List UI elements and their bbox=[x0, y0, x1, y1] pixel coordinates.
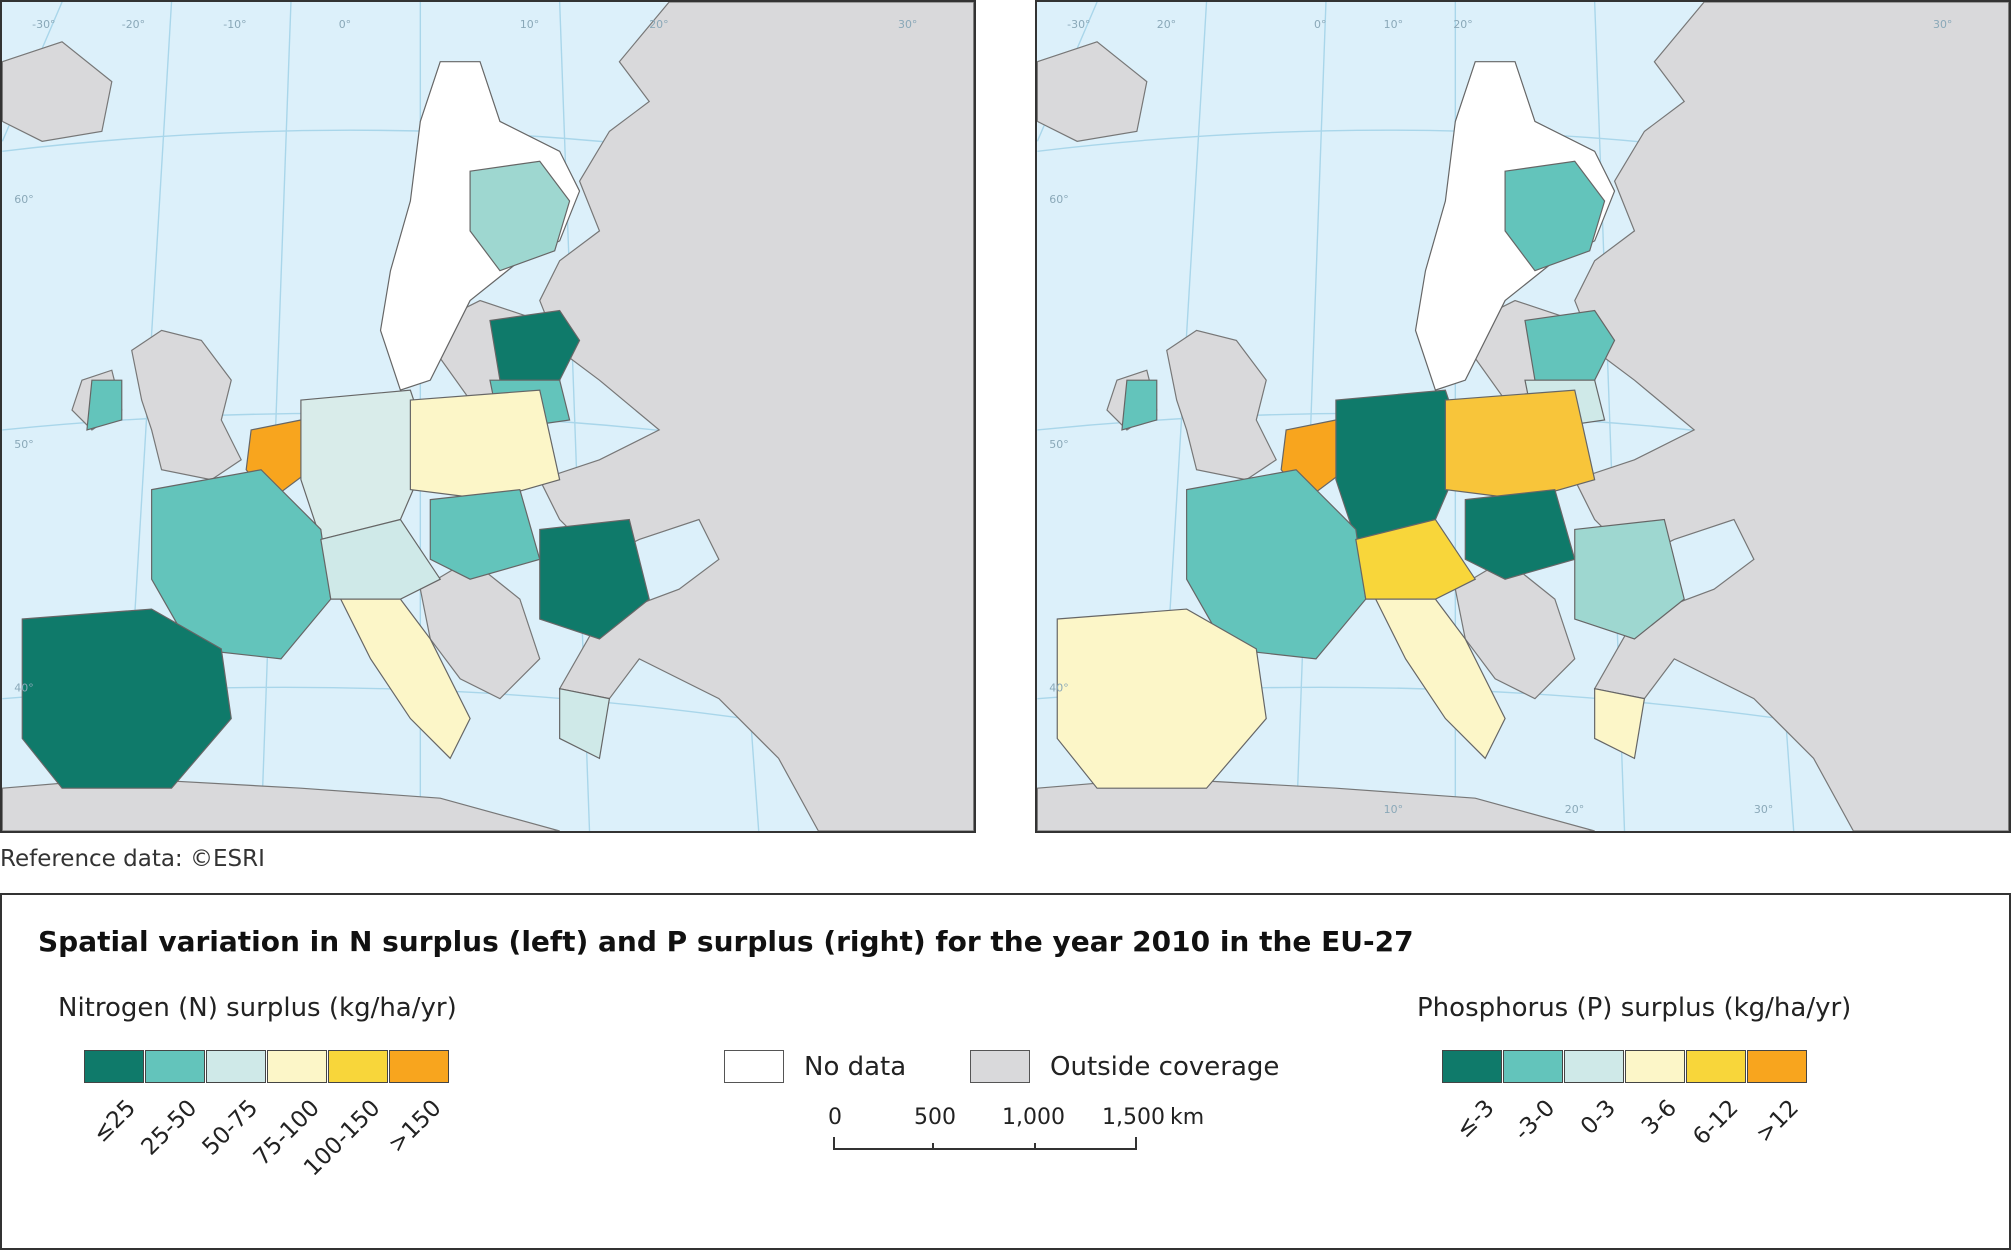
graticule-label: 40° bbox=[1049, 682, 1068, 695]
phosphorus-class-label: 6-12 bbox=[1688, 1095, 1744, 1151]
graticule-label: 10° bbox=[1384, 18, 1403, 31]
nitrogen-class-label: ≤25 bbox=[88, 1095, 142, 1148]
graticule-label: 50° bbox=[14, 438, 33, 451]
graticule-label: 60° bbox=[14, 193, 33, 206]
phosphorus-class-label: 0-3 bbox=[1576, 1095, 1622, 1140]
graticule-label: 30° bbox=[898, 18, 917, 31]
scale-tick-label: 500 bbox=[914, 1105, 956, 1130]
phosphorus-class-label: >12 bbox=[1751, 1095, 1805, 1148]
phosphorus-class-label: 3-6 bbox=[1637, 1095, 1683, 1140]
outside-coverage-legend-item: Outside coverage bbox=[970, 1050, 1279, 1083]
scale-line bbox=[833, 1137, 1137, 1150]
graticule-label: 20° bbox=[1565, 803, 1584, 816]
nitrogen-class-swatch bbox=[145, 1050, 205, 1083]
graticule-label: 10° bbox=[1384, 803, 1403, 816]
scale-tick-label: 0 bbox=[828, 1105, 842, 1130]
graticule-label: 40° bbox=[14, 682, 33, 695]
map-nitrogen-surplus: -30° -20° -10° 0° 10° 20° 30° 60° 50° 40… bbox=[0, 0, 976, 833]
graticule-label: 20° bbox=[649, 18, 668, 31]
nitrogen-legend-swatches bbox=[84, 1050, 450, 1083]
phosphorus-class-swatch bbox=[1564, 1050, 1624, 1083]
no-data-label: No data bbox=[804, 1051, 907, 1082]
scale-tick-label: 1,500 bbox=[1102, 1105, 1165, 1130]
nitrogen-class-label: >150 bbox=[383, 1095, 447, 1159]
nitrogen-class-swatch bbox=[389, 1050, 449, 1083]
reference-credit: Reference data: ©ESRI bbox=[0, 846, 265, 872]
phosphorus-class-label: ≤-3 bbox=[1451, 1095, 1500, 1144]
graticule-label: -30° bbox=[32, 18, 55, 31]
no-data-swatch bbox=[724, 1050, 784, 1083]
graticule-label: 30° bbox=[1933, 18, 1952, 31]
graticule-label: 20° bbox=[1157, 18, 1176, 31]
phosphorus-class-swatch bbox=[1747, 1050, 1807, 1083]
map-nitrogen-canvas: -30° -20° -10° 0° 10° 20° 30° 60° 50° 40… bbox=[2, 2, 974, 831]
graticule-label: 20° bbox=[1453, 18, 1472, 31]
graticule-label: 0° bbox=[339, 18, 351, 31]
graticule-label: 30° bbox=[1754, 803, 1773, 816]
phosphorus-class-swatch bbox=[1442, 1050, 1502, 1083]
scale-tick-label: 1,000 bbox=[1002, 1105, 1065, 1130]
legend-panel: Spatial variation in N surplus (left) an… bbox=[0, 893, 2011, 1250]
scale-unit: km bbox=[1170, 1105, 1205, 1130]
nitrogen-class-swatch bbox=[206, 1050, 266, 1083]
graticule-label: 10° bbox=[520, 18, 539, 31]
outside-coverage-label: Outside coverage bbox=[1050, 1051, 1280, 1082]
figure-title: Spatial variation in N surplus (left) an… bbox=[38, 925, 1414, 958]
map-phosphorus-surplus: -30° 20° 0° 10° 20° 30° 60° 50° 40° 10° … bbox=[1035, 0, 2011, 833]
nitrogen-class-label: 25-50 bbox=[136, 1095, 203, 1161]
no-data-legend-item: No data bbox=[724, 1050, 906, 1083]
phosphorus-legend-swatches bbox=[1442, 1050, 1808, 1083]
phosphorus-legend-title: Phosphorus (P) surplus (kg/ha/yr) bbox=[1417, 993, 1852, 1023]
map-phosphorus-canvas: -30° 20° 0° 10° 20° 30° 60° 50° 40° 10° … bbox=[1037, 2, 2009, 831]
phosphorus-class-swatch bbox=[1625, 1050, 1685, 1083]
phosphorus-class-label: -3-0 bbox=[1509, 1095, 1561, 1146]
nitrogen-class-swatch bbox=[267, 1050, 327, 1083]
phosphorus-class-swatch bbox=[1686, 1050, 1746, 1083]
nitrogen-class-swatch bbox=[84, 1050, 144, 1083]
graticule-label: -10° bbox=[223, 18, 246, 31]
graticule-label: -20° bbox=[122, 18, 145, 31]
graticule-label: -30° bbox=[1067, 18, 1090, 31]
nitrogen-class-swatch bbox=[328, 1050, 388, 1083]
graticule-label: 50° bbox=[1049, 438, 1068, 451]
outside-coverage-swatch bbox=[970, 1050, 1030, 1083]
nitrogen-legend-title: Nitrogen (N) surplus (kg/ha/yr) bbox=[58, 993, 457, 1023]
graticule-label: 60° bbox=[1049, 193, 1068, 206]
phosphorus-class-swatch bbox=[1503, 1050, 1563, 1083]
graticule-label: 0° bbox=[1314, 18, 1326, 31]
